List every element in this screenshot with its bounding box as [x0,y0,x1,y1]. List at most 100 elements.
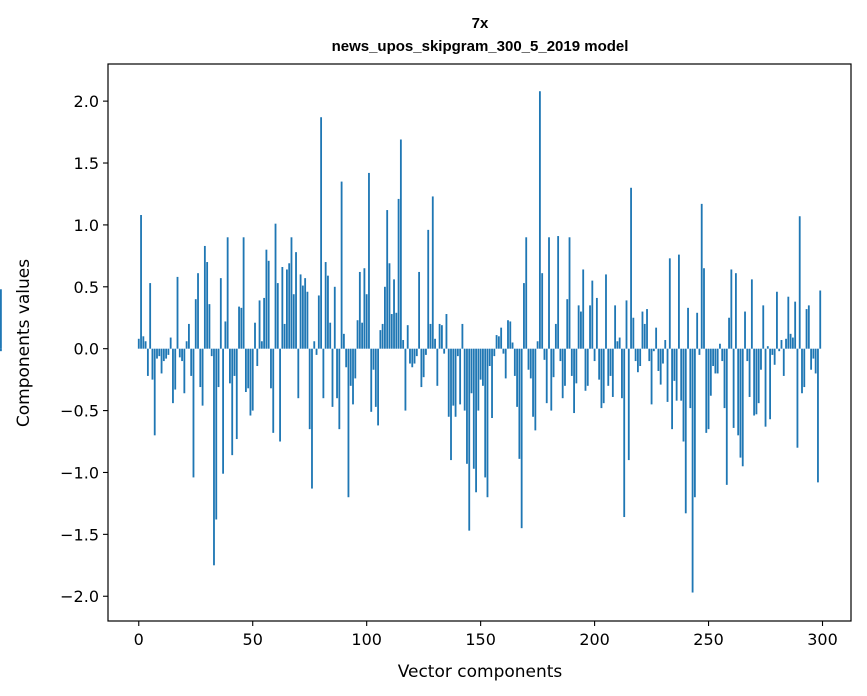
bar-143 [463,348,466,411]
bar-184 [557,236,560,349]
bar-122 [415,348,418,357]
bar-26 [197,273,199,349]
bar-230 [662,348,664,364]
bar-219 [636,348,639,373]
bar-151 [482,348,484,386]
x-tick-label: 50 [243,630,263,649]
bar-271 [755,348,758,415]
bar-253 [714,348,717,374]
bar-274 [762,305,765,349]
bar-76 [311,348,313,489]
bar-0 [137,338,140,349]
bar-108 [384,286,386,349]
bar-195 [582,269,585,349]
bar-171 [527,348,530,370]
bar-254 [716,348,719,374]
bar-285 [787,296,790,349]
bar-207 [609,348,612,376]
bar-286 [789,333,792,349]
bar-112 [393,279,395,349]
bar-69 [295,252,297,349]
bar-123 [418,271,421,349]
bar-282 [780,340,783,349]
bar-89 [340,181,343,349]
bar-212 [621,348,623,399]
bar-148 [475,348,477,493]
bar-158 [497,336,500,349]
bar-4 [146,348,149,376]
bar-248 [703,268,705,349]
bar-35 [217,348,220,388]
bar-181 [550,348,553,411]
bar-237 [678,254,680,349]
bar-233 [668,258,671,349]
bar-132 [438,323,441,349]
bar-293 [805,309,808,349]
bar-288 [794,301,797,349]
bar-87 [336,348,338,399]
bar-66 [288,263,291,349]
bar-120 [411,348,414,368]
bar-97 [358,271,361,349]
bar-55 [263,297,266,349]
bar-139 [454,348,457,417]
bar-174 [534,348,537,431]
bar-243 [691,348,694,593]
bar-269 [750,279,753,349]
bar-239 [682,348,685,442]
bar-257 [723,348,726,409]
bar-22 [188,323,190,349]
bar-287 [791,337,794,349]
bar-130 [434,338,436,349]
bar-182 [552,348,555,378]
bar-279 [773,348,776,365]
bar-21 [185,341,188,349]
bar-256 [721,348,724,362]
bar-209 [614,305,617,349]
bar-246 [698,348,701,355]
bar-264 [739,348,742,458]
bar-128 [429,323,432,349]
bar-217 [632,317,635,349]
bar-178 [543,348,546,360]
bar-261 [732,348,735,428]
bar-213 [623,348,626,518]
bar-38 [224,321,227,349]
bar-204 [602,348,605,404]
bar-77 [313,341,316,349]
bar-83 [327,275,329,349]
bar-192 [575,348,578,384]
bar-94 [352,348,354,405]
bar-157 [495,335,498,349]
bar-260 [730,269,733,349]
bar-224 [648,348,651,362]
bar-245 [696,312,699,349]
bar-91 [345,348,348,368]
bar-142 [461,323,464,349]
bar-62 [279,348,281,442]
bar-115 [399,139,402,349]
bar-150 [479,348,482,380]
bar-196 [584,348,587,391]
bar-251 [709,348,712,396]
bar-290 [798,216,801,349]
bar-90 [342,333,345,349]
bar-98 [361,322,364,349]
bar-167 [518,348,521,459]
bar-152 [484,348,487,478]
bar-266 [744,311,746,349]
bar-31 [208,304,211,349]
bar-191 [573,348,575,414]
bar-41 [231,348,234,456]
bar-95 [354,348,357,379]
x-tick-label: 250 [693,630,724,649]
bar-190 [570,348,573,376]
bar-24 [192,348,195,478]
bar-211 [618,337,621,349]
bar-259 [728,317,730,349]
bar-240 [684,348,687,514]
bar-6 [151,348,154,380]
bar-227 [655,327,658,349]
x-tick-label: 150 [465,630,496,649]
